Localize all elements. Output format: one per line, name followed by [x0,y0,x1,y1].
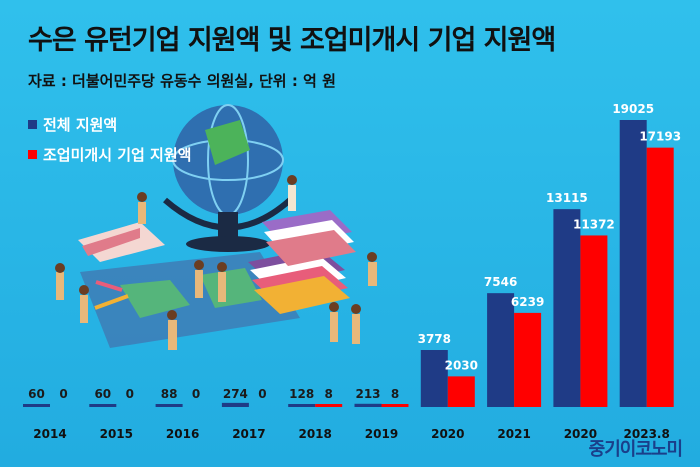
legend-item-total: 전체 지원액 [28,113,191,135]
bar-total-2021 [487,293,515,407]
bar-total-2018 [288,404,316,407]
bar-unstarted-2023.8 [646,147,674,407]
legend-item-unstarted: 조업미개시 기업 지원액 [28,143,191,165]
data-label-unstarted-2020: 11372 [573,217,615,231]
data-label-total-2016: 88 [161,387,178,401]
bar-unstarted-2018 [315,404,343,407]
map-continent [200,268,262,308]
bar-total-2014 [23,404,50,407]
data-label-total-2021: 7546 [484,275,517,289]
globe-land [205,120,250,165]
data-label-unstarted-2021: 6239 [511,295,544,309]
category-label-2021: 2021 [497,427,530,441]
globe-shape [173,105,283,215]
category-label-2019: 2019 [365,427,398,441]
globe-base [186,236,270,252]
chart-title: 수은 유턴기업 지원액 및 조업미개시 기업 지원액 [28,25,556,56]
bar-unstarted-2021 [514,312,542,407]
legend-swatch-unstarted [28,149,37,159]
pencil-shape [94,294,129,310]
category-label-2016: 2016 [166,427,199,441]
data-label-total-2020: 13115 [546,191,588,205]
category-label-2014: 2014 [33,427,66,441]
data-label-unstarted-2015: 0 [126,387,134,401]
open-book-cover [82,228,140,256]
bar-total-2015 [89,404,117,407]
data-label-total-2023.8: 19025 [612,102,654,116]
data-label-total-2017: 274 [223,387,248,401]
category-label-2023.8: 2023.8 [624,427,670,441]
data-label-unstarted-2016: 0 [192,387,200,401]
map-continent [120,280,190,318]
bar-total-2020 [420,350,448,407]
bar-unstarted-2020 [447,376,475,407]
data-label-total-2020: 3778 [418,332,451,346]
category-label-2015: 2015 [100,427,133,441]
data-label-unstarted-2018: 8 [325,387,333,401]
data-label-unstarted-2023.8: 17193 [639,130,681,144]
chart-source: 자료 : 더불어민주당 유동수 의원실, 단위 : 억 원 [28,72,336,90]
people-figures [55,175,377,350]
data-label-unstarted-2020: 2030 [445,358,478,372]
category-label-2017: 2017 [232,427,265,441]
bar-unstarted-2019 [381,404,409,407]
pencil-shape [95,280,123,292]
bar-total-2023.8 [619,120,647,407]
bar-total-2017 [221,402,249,407]
bar-total-2019 [354,403,382,407]
publisher-logo: 중기이코노미 [588,439,683,460]
bar-unstarted-2020 [580,235,608,407]
bar-total-2016 [155,404,183,407]
data-label-total-2018: 128 [289,387,314,401]
legend: 전체 지원액 조업미개시 기업 지원액 [28,113,191,173]
data-label-unstarted-2017: 0 [258,387,266,401]
globe-stand [218,212,238,240]
book-stack [248,210,356,314]
data-label-total-2014: 60 [28,387,45,401]
data-label-total-2015: 60 [94,387,111,401]
legend-label-unstarted: 조업미개시 기업 지원액 [43,145,192,164]
category-label-2020: 2020 [431,427,464,441]
data-label-total-2019: 213 [355,387,380,401]
bar-total-2020 [553,209,581,407]
legend-label-total: 전체 지원액 [43,115,118,134]
legend-swatch-total [28,119,37,129]
data-label-unstarted-2014: 0 [59,387,67,401]
category-label-2020: 2020 [564,427,597,441]
category-label-2018: 2018 [298,427,331,441]
data-label-unstarted-2019: 8 [391,387,399,401]
